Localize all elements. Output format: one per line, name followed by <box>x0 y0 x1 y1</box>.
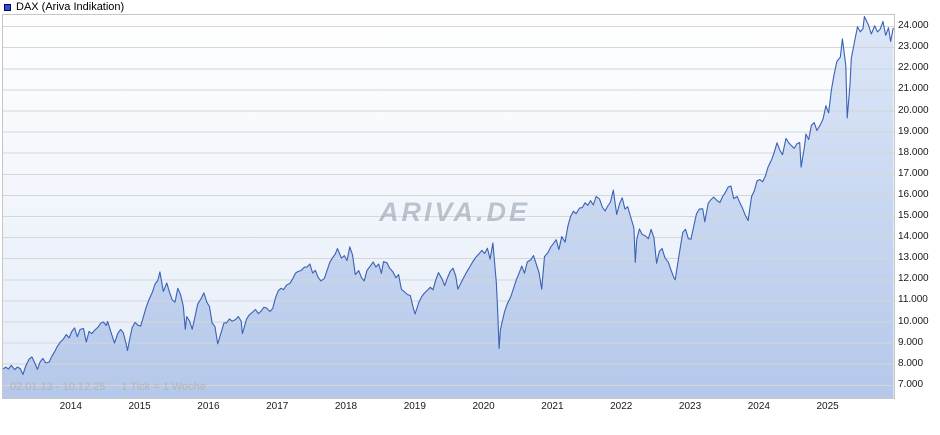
x-axis-label: 2014 <box>59 401 82 412</box>
x-axis-label: 2019 <box>403 401 426 412</box>
tick-interval-label: 1 Tick = 1 Woche <box>121 381 206 393</box>
y-axis-label: 9.000 <box>898 336 924 348</box>
series-color-swatch <box>4 3 11 11</box>
y-axis-label: 12.000 <box>898 273 929 285</box>
y-axis-label: 15.000 <box>898 210 929 222</box>
y-axis-label: 16.000 <box>898 188 929 200</box>
y-axis-label: 8.000 <box>898 357 924 369</box>
y-axis-label: 22.000 <box>898 62 929 74</box>
ariva-watermark: ARIVA.DE <box>379 197 531 227</box>
x-axis-label: 2025 <box>816 401 839 412</box>
y-axis-label: 17.000 <box>898 167 929 179</box>
y-axis: 7.000 8.000 9.000 10.000 11.000 12.000 13.000 1… <box>898 0 940 435</box>
x-axis-label: 2015 <box>128 401 151 412</box>
y-axis-label: 11.000 <box>898 294 928 306</box>
x-axis-label: 2020 <box>472 401 495 412</box>
y-axis-label: 7.000 <box>898 378 924 390</box>
y-axis-label: 14.000 <box>898 231 929 243</box>
price-chart-svg <box>3 15 894 398</box>
x-axis-label: 2017 <box>266 401 289 412</box>
x-axis-label: 2018 <box>334 401 358 412</box>
chart-range-note: 02.01.13 - 10.12.25 1 Tick = 1 Woche <box>10 381 206 393</box>
y-axis-label: 10.000 <box>898 315 929 327</box>
chart-legend: DAX (Ariva Indikation) <box>4 1 124 13</box>
x-axis-label: 2023 <box>678 401 702 412</box>
x-axis-label: 2024 <box>747 401 770 412</box>
chart-title: DAX (Ariva Indikation) <box>16 1 125 13</box>
plot-area[interactable]: ARIVA.DE 02.01.13 - 10.12.25 1 Tick = 1 W… <box>2 14 895 399</box>
date-range-label: 02.01.13 - 10.12.25 <box>10 381 106 393</box>
x-axis: 2014 2015 2016 2017 2018 2019 2020 2021 2022 2023… <box>2 401 895 415</box>
y-axis-label: 18.000 <box>898 146 929 158</box>
y-axis-label: 24.000 <box>898 20 929 32</box>
x-axis-label: 2022 <box>610 401 633 412</box>
y-axis-label: 20.000 <box>898 104 929 116</box>
y-axis-label: 23.000 <box>898 41 929 53</box>
y-axis-label: 13.000 <box>898 252 929 264</box>
x-axis-label: 2016 <box>197 401 220 412</box>
y-axis-label: 21.000 <box>898 83 929 95</box>
x-axis-label: 2021 <box>541 401 564 412</box>
y-axis-label: 19.000 <box>898 125 929 137</box>
